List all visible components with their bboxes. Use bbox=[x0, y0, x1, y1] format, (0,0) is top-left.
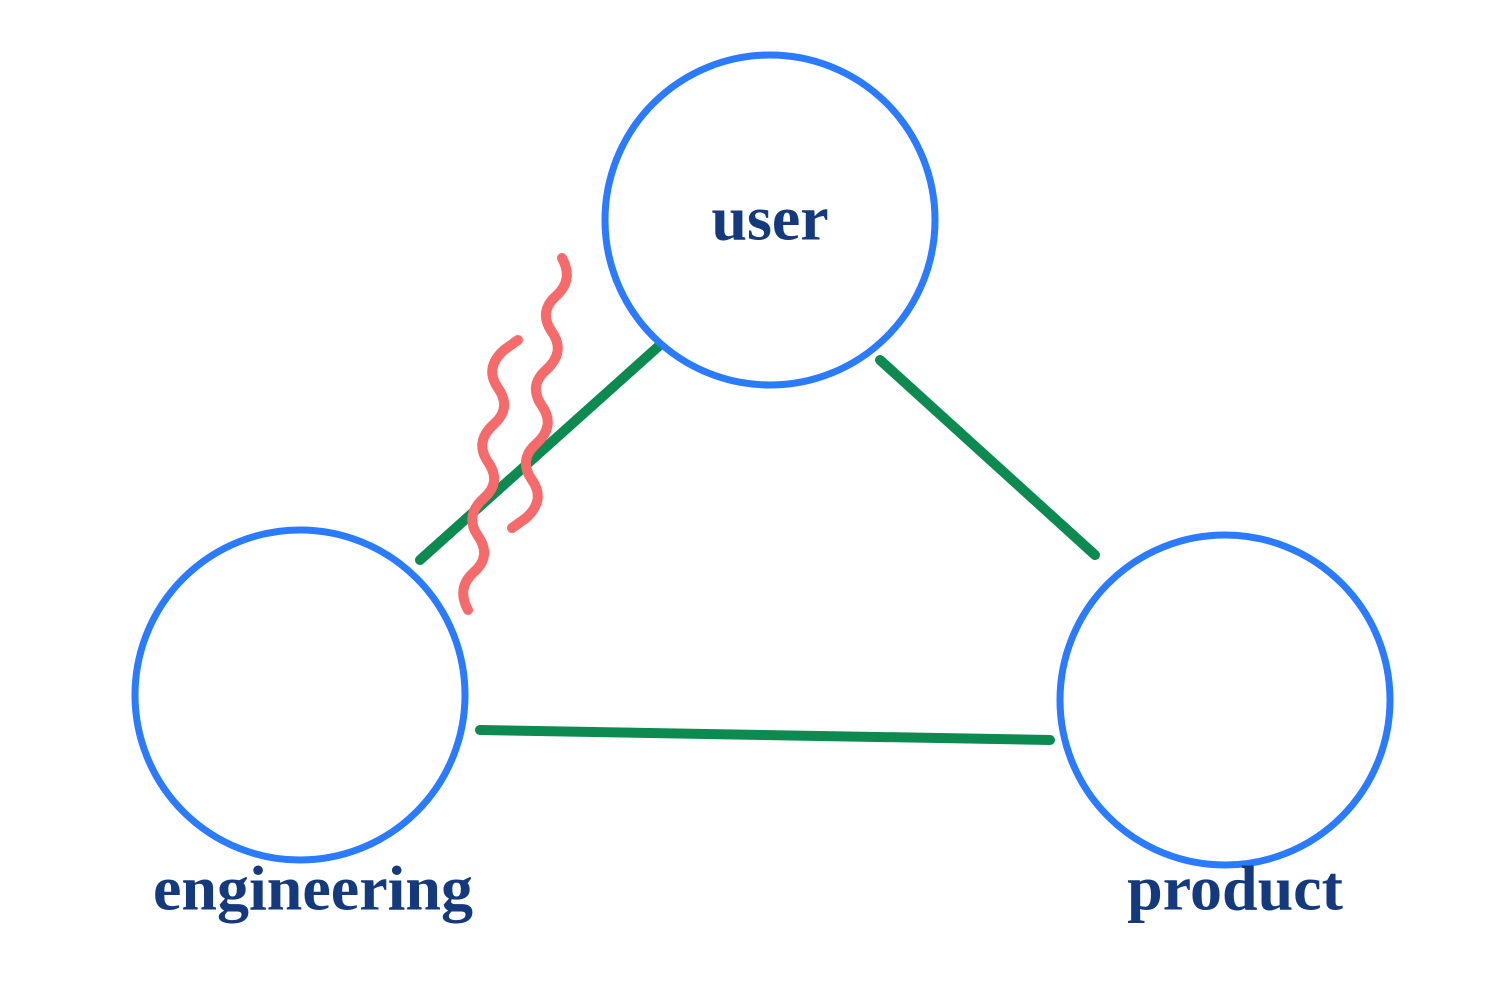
edge-product-to-engineering bbox=[480, 730, 1050, 740]
nodes bbox=[135, 55, 1390, 865]
label-user: user bbox=[711, 183, 828, 254]
label-engineering: engineering bbox=[153, 853, 473, 924]
edges bbox=[420, 345, 1095, 740]
triangle-cycle-diagram: user engineering product bbox=[0, 0, 1500, 1000]
node-product bbox=[1060, 535, 1390, 865]
node-engineering bbox=[135, 530, 465, 860]
squiggles bbox=[463, 258, 567, 610]
label-product: product bbox=[1127, 853, 1343, 924]
squiggle-0 bbox=[512, 258, 567, 528]
edge-user-to-product bbox=[880, 360, 1095, 555]
